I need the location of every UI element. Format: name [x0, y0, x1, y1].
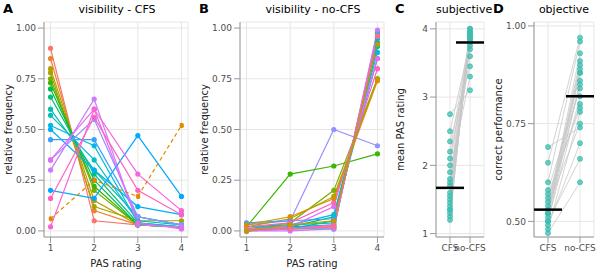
svg-text:mean PAS rating: mean PAS rating [395, 88, 406, 171]
svg-text:no-CFS: no-CFS [564, 243, 592, 253]
svg-text:4: 4 [375, 243, 381, 253]
html-text:objective: objective [538, 3, 590, 16]
svg-text:no-CFS: no-CFS [454, 243, 486, 253]
svg-text:0.75: 0.75 [506, 119, 526, 129]
svg-text:0.25: 0.25 [16, 175, 36, 185]
svg-text:1: 1 [244, 243, 250, 253]
svg-text:CFS: CFS [539, 243, 556, 253]
html-text:visibility - no-CFS: visibility - no-CFS [265, 3, 361, 16]
svg-text:0.50: 0.50 [212, 125, 232, 135]
svg-text:0.50: 0.50 [16, 125, 36, 135]
html-text:D: D [493, 1, 504, 16]
html-text:visibility - CFS: visibility - CFS [78, 3, 156, 16]
svg-text:3: 3 [422, 92, 428, 102]
svg-text:4: 4 [422, 24, 428, 34]
svg-text:3: 3 [135, 243, 141, 253]
svg-text:0.00: 0.00 [212, 226, 232, 236]
svg-text:1.00: 1.00 [16, 23, 36, 33]
svg-text:1: 1 [422, 229, 428, 239]
svg-text:0.75: 0.75 [16, 74, 36, 84]
svg-text:0.25: 0.25 [212, 175, 232, 185]
html-text:C: C [395, 1, 405, 16]
svg-text:0.00: 0.00 [16, 226, 36, 236]
html-text:A: A [3, 1, 14, 16]
html-text:B: B [199, 1, 209, 16]
svg-text:correct performance: correct performance [493, 78, 504, 180]
svg-text:1.00: 1.00 [212, 23, 232, 33]
svg-text:1.00: 1.00 [506, 21, 526, 31]
svg-text:PAS rating: PAS rating [286, 258, 337, 269]
svg-text:0.50: 0.50 [506, 217, 526, 227]
svg-text:2: 2 [91, 243, 97, 253]
svg-text:relative frequency: relative frequency [8, 84, 14, 175]
svg-text:1: 1 [48, 243, 54, 253]
html-text:subjective: subjective [436, 3, 493, 16]
svg-text:relative frequency: relative frequency [199, 84, 210, 175]
svg-text:2: 2 [287, 243, 293, 253]
svg-text:PAS rating: PAS rating [90, 258, 141, 269]
svg-text:CFS: CFS [441, 243, 459, 254]
svg-text:3: 3 [331, 243, 337, 253]
svg-text:0.75: 0.75 [212, 74, 232, 84]
svg-text:4: 4 [179, 243, 185, 253]
svg-text:2: 2 [422, 161, 428, 171]
